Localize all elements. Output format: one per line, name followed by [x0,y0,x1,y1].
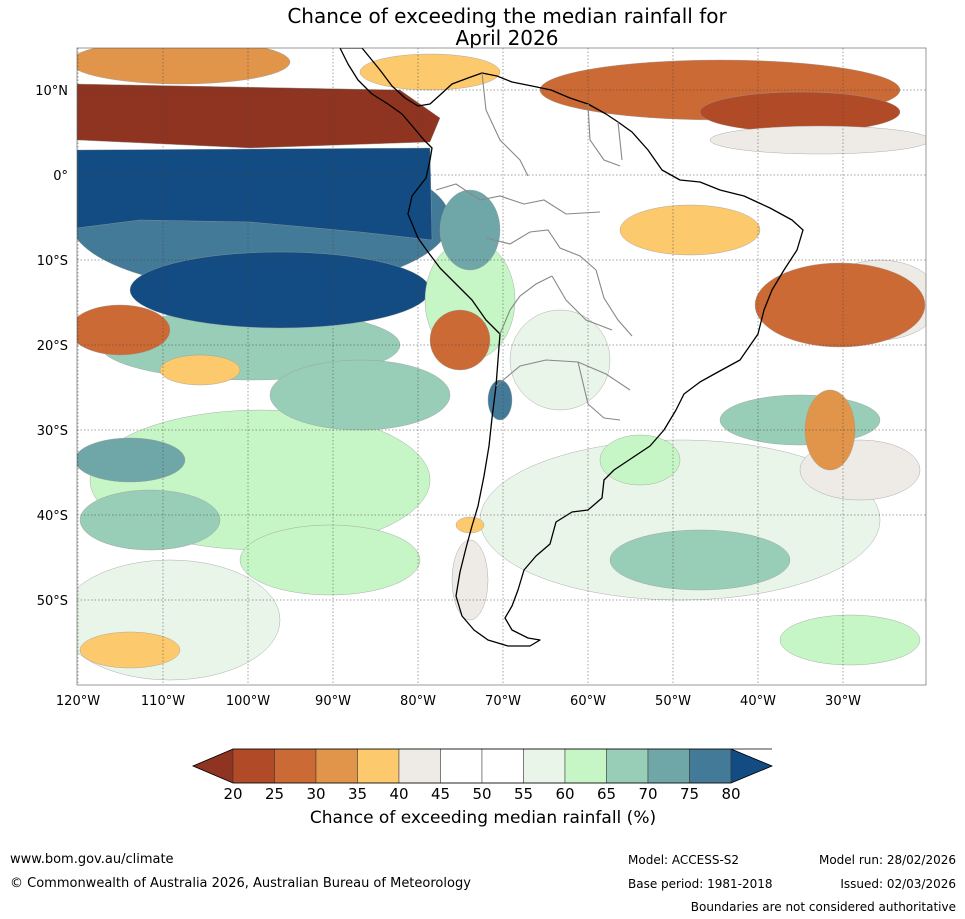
lat-label-40s: 40°S [37,509,68,524]
lat-label-10s: 10°S [37,254,68,269]
colorbar-high-extension [730,748,773,784]
colorbar-low-extension [192,748,234,784]
footer-base-period: Base period: 1981-2018 [628,877,773,891]
probability-patch [159,354,241,386]
longitude-labels: 120°W 110°W 100°W 90°W 80°W 70°W 60°W 50… [56,694,861,709]
colorbar-swatch-55-60 [523,748,566,784]
lon-label-60w: 60°W [570,694,606,709]
map-plot-area [77,48,926,685]
probability-patch [77,83,441,149]
footer-copyright: © Commonwealth of Australia 2026, Austra… [10,876,471,891]
colorbar-swatch-70-75 [647,748,690,784]
probability-patch [77,437,186,483]
colorbar-tick-45: 45 [431,785,450,803]
colorbar-swatch-40-45 [398,748,441,784]
probability-patch [599,434,681,486]
footer-website: www.bom.gov.au/climate [10,852,174,867]
colorbar-tick-50: 50 [472,785,491,803]
probability-patch [79,489,221,551]
colorbar-tick-70: 70 [638,785,657,803]
colorbar-tick-20: 20 [223,785,242,803]
colorbar-tick-40: 40 [389,785,408,803]
colorbar-tick-35: 35 [348,785,367,803]
lat-label-0: 0° [53,169,68,184]
colorbar-label: Chance of exceeding median rainfall (%) [309,808,657,828]
colorbar-tick-55: 55 [514,785,533,803]
probability-patch [719,394,881,446]
footer-issued: Issued: 02/03/2026 [840,877,956,891]
footer-disclaimer: Boundaries are not considered authoritat… [690,900,956,914]
colorbar-tick-30: 30 [306,785,325,803]
lon-label-100w: 100°W [226,694,270,709]
colorbar-outline [191,748,774,784]
title-line-1: Chance of exceeding the median rainfall … [287,4,727,28]
colorbar-swatch-45-50 [440,748,483,784]
latitude-labels: 10°N 0° 10°S 20°S 30°S 40°S 50°S [35,84,68,609]
colorbar-swatch-20-25 [232,748,275,784]
title-line-2: April 2026 [455,26,559,50]
lon-label-70w: 70°W [485,694,521,709]
probability-patch [77,48,291,85]
colorbar-tick-75: 75 [680,785,699,803]
lat-label-50s: 50°S [37,594,68,609]
probability-patch [269,359,451,431]
probability-patch [239,524,421,596]
probability-patch [129,251,431,329]
colorbar-swatch-60-65 [564,748,607,784]
probability-patch [439,189,501,271]
colorbar-tick-25: 25 [265,785,284,803]
lon-label-90w: 90°W [315,694,351,709]
probability-patch [699,91,901,133]
probability-patch [455,516,485,534]
colorbar-swatch-65-70 [606,748,649,784]
colorbar-swatch-50-55 [481,748,524,784]
probability-patch [509,309,611,411]
footer-model-run: Model run: 28/02/2026 [818,853,956,867]
south-america-coastline [339,48,804,647]
footer-model: Model: ACCESS-S2 [628,853,740,867]
probability-patch [79,631,181,669]
lat-label-30s: 30°S [37,424,68,439]
probability-patch [451,539,489,621]
lon-label-50w: 50°W [655,694,691,709]
colorbar-swatch-75-80 [689,748,732,784]
lon-label-80w: 80°W [400,694,436,709]
probability-patch [77,304,171,356]
lon-label-30w: 30°W [825,694,861,709]
probability-patch [609,529,791,591]
probability-patch [359,53,501,91]
colorbar-tick-60: 60 [555,785,574,803]
country-borders [435,72,633,421]
probability-patch [779,614,921,666]
colorbar-swatch-35-40 [357,748,400,784]
colorbar-tick-65: 65 [597,785,616,803]
colorbar-swatch-30-35 [315,748,358,784]
probability-patch [709,125,926,155]
probability-patch [487,379,513,421]
map-frame [76,47,927,686]
lon-label-110w: 110°W [141,694,185,709]
colorbar: 20 25 30 35 40 45 50 55 60 65 70 75 80 [191,748,774,803]
probability-patch [77,147,433,241]
graticule [77,48,926,685]
lon-label-40w: 40°W [740,694,776,709]
lat-label-20s: 20°S [37,339,68,354]
map-title: Chance of exceeding the median rainfall … [0,5,965,49]
colorbar-swatch-25-30 [274,748,317,784]
probability-patch [754,262,926,348]
probability-patch [429,309,491,371]
probability-patch [619,204,761,256]
lat-label-10n: 10°N [35,84,68,99]
lon-label-120w: 120°W [56,694,100,709]
colorbar-tick-80: 80 [721,785,740,803]
